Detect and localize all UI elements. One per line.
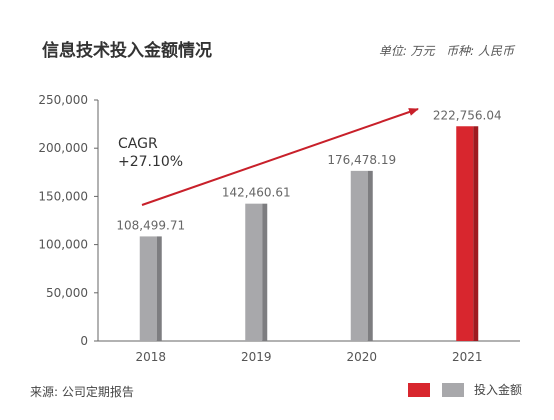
y-tick-label: 200,000 bbox=[38, 141, 88, 155]
source-note: 来源: 公司定期报告 bbox=[30, 385, 134, 399]
cagr-label: CAGR bbox=[118, 136, 158, 152]
unit-note: 单位: 万元 币种: 人民币 bbox=[378, 44, 514, 58]
cagr-arrow bbox=[141, 108, 419, 206]
bar-shade-2018 bbox=[156, 236, 162, 341]
bar-2020 bbox=[350, 170, 368, 341]
x-tick-label-2020: 2020 bbox=[346, 350, 377, 364]
bar-shade-2021 bbox=[473, 126, 479, 341]
y-tick-label: 0 bbox=[80, 334, 88, 348]
chart-title: 信息技术投入金额情况 bbox=[42, 41, 212, 61]
bar-shade-2020 bbox=[367, 170, 373, 341]
bar-2021 bbox=[456, 126, 474, 341]
legend: 投入金额 bbox=[408, 381, 522, 398]
value-label-2020: 176,478.19 bbox=[327, 153, 396, 167]
y-tick-label: 100,000 bbox=[38, 238, 88, 252]
x-tick-label-2019: 2019 bbox=[241, 350, 272, 364]
bar-2019 bbox=[245, 203, 263, 341]
x-tick-label-2021: 2021 bbox=[452, 350, 483, 364]
y-tick-label: 50,000 bbox=[46, 286, 88, 300]
value-label-2019: 142,460.61 bbox=[222, 186, 291, 200]
bar-2018 bbox=[139, 236, 157, 341]
cagr-value: +27.10% bbox=[118, 154, 183, 170]
y-tick-label: 150,000 bbox=[38, 189, 88, 203]
y-tick-label: 250,000 bbox=[38, 93, 88, 107]
legend-swatch-gray bbox=[442, 382, 464, 397]
legend-swatch-red bbox=[408, 382, 430, 397]
x-tick-label-2018: 2018 bbox=[135, 350, 166, 364]
legend-label: 投入金额 bbox=[474, 383, 523, 397]
value-label-2021: 222,756.04 bbox=[433, 108, 502, 122]
bar-shade-2019 bbox=[262, 203, 268, 341]
value-label-2018: 108,499.71 bbox=[116, 218, 185, 232]
